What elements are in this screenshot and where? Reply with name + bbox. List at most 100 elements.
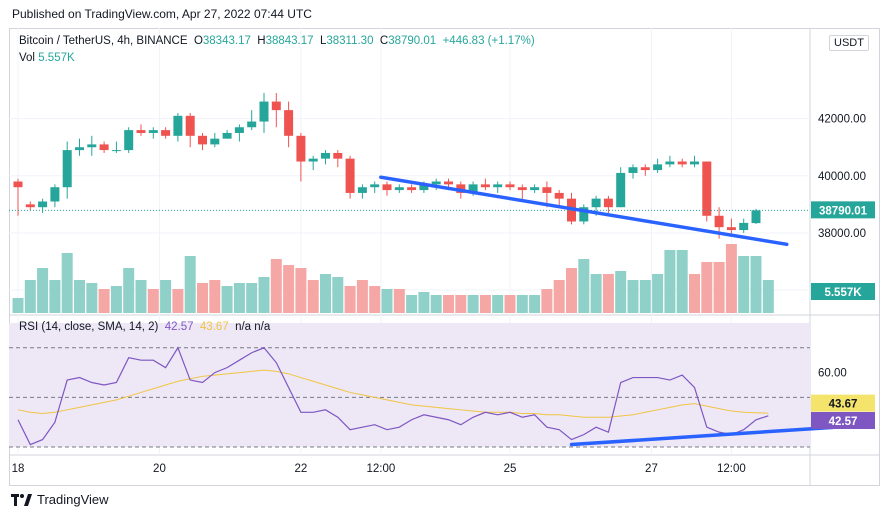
candle-body: [370, 184, 380, 188]
last-volume-label: 5.557K: [824, 287, 862, 299]
tradingview-logo-icon: [11, 493, 32, 506]
volume-bar: [418, 292, 430, 313]
volume-bar: [639, 280, 651, 313]
candle-body: [431, 181, 441, 185]
volume-bar: [615, 271, 627, 313]
symbol-title: Bitcoin / TetherUS, 4h, BINANCE: [19, 35, 188, 47]
volume-bar: [479, 295, 491, 313]
volume-bar: [664, 250, 676, 313]
candle-body: [640, 167, 650, 171]
volume-bar: [762, 280, 774, 313]
symbol-legend: Bitcoin / TetherUS, 4h, BINANCE O38343.1…: [19, 35, 535, 47]
volume-bar: [184, 256, 196, 313]
candle-body: [321, 152, 330, 159]
candle-body: [702, 161, 712, 216]
rsi-value-label-bg: [811, 411, 875, 429]
volume-bar: [246, 283, 258, 313]
candle-body: [308, 158, 318, 162]
rsi-title: RSI (14, close, SMA, 14, 2): [19, 321, 159, 333]
volume-bar: [701, 262, 713, 313]
rsi-tick-label: 60.00: [818, 368, 847, 380]
candle-body: [554, 192, 564, 199]
candle-body: [751, 210, 761, 224]
rsi-value: 42.57: [164, 321, 194, 333]
candle-body: [247, 121, 257, 128]
volume-bar: [135, 280, 147, 313]
volume-bar: [86, 283, 98, 313]
candle-body: [333, 152, 343, 159]
candle-body: [407, 187, 417, 191]
volume-bar: [529, 295, 541, 313]
time-tick-label: 12:00: [366, 463, 395, 475]
volume-bar: [516, 295, 528, 313]
volume-bar: [344, 286, 356, 313]
price-tick-label: 38000.00: [818, 228, 866, 240]
volume-bar: [49, 280, 61, 313]
candle-body: [480, 184, 490, 188]
volume-bar: [295, 268, 307, 313]
volume-bar: [393, 289, 405, 313]
candle-body: [259, 101, 269, 122]
volume-bar: [37, 268, 49, 313]
candle-body: [591, 198, 601, 208]
candle-body: [665, 161, 675, 165]
time-tick-label: 22: [295, 463, 308, 475]
time-tick-label: 27: [645, 463, 658, 475]
change-value: +446.83 (+1.17%): [442, 35, 535, 47]
last-price-label: 38790.01: [819, 205, 868, 217]
volume-bar: [356, 280, 368, 313]
candle-body: [296, 135, 306, 162]
last-volume-label-bg: [811, 283, 875, 300]
brand-name: TradingView: [37, 492, 109, 507]
candle-body: [690, 161, 699, 165]
time-tick-label: 20: [153, 463, 166, 475]
candle-body: [198, 135, 207, 145]
volume-value: 5.557K: [38, 52, 75, 64]
candle-body: [468, 184, 478, 193]
volume-bar: [627, 280, 639, 313]
candle-body: [99, 144, 109, 151]
chart-frame[interactable]: [9, 28, 880, 486]
volume-bar: [98, 289, 110, 313]
volume-bar: [147, 289, 159, 313]
low-value: 38311.30: [326, 35, 374, 47]
volume-bar: [652, 274, 664, 313]
candle-body: [87, 144, 97, 148]
volume-bar: [307, 280, 319, 313]
candle-body: [38, 201, 48, 208]
rsi-legend: RSI (14, close, SMA, 14, 2) 42.57 43.67 …: [19, 321, 271, 333]
candle-body: [579, 207, 589, 222]
candle-body: [517, 187, 527, 191]
rsi-value-label: 42.57: [829, 416, 858, 428]
volume-bar: [369, 286, 381, 313]
candle-body: [628, 167, 638, 173]
candle-body: [456, 184, 466, 193]
candle-body: [148, 130, 158, 133]
volume-bar: [467, 295, 479, 313]
volume-bar: [443, 295, 454, 313]
currency-button[interactable]: USDT: [829, 35, 869, 51]
candle-body: [739, 222, 749, 231]
candle-body: [382, 184, 392, 191]
volume-bar: [270, 259, 282, 313]
tradingview-brand: TradingView: [11, 492, 109, 507]
volume-bar: [492, 295, 504, 313]
candle-body: [677, 161, 687, 165]
candle-body: [357, 187, 367, 193]
volume-bar: [738, 256, 750, 313]
time-tick-label: 18: [12, 463, 25, 475]
published-caption: Published on TradingView.com, Apr 27, 20…: [12, 7, 312, 21]
volume-bar: [197, 283, 208, 313]
candle-body: [210, 138, 220, 145]
rsi-sma-value: 43.67: [199, 321, 229, 333]
candle-body: [25, 204, 35, 208]
volume-bar: [689, 274, 700, 313]
volume-bar: [541, 289, 553, 313]
volume-bar: [209, 280, 221, 313]
candle-body: [444, 181, 453, 185]
candle-body: [173, 115, 183, 136]
volume-bar: [74, 280, 85, 313]
candle-body: [603, 198, 613, 208]
rsi-sma-line: [17, 369, 769, 418]
